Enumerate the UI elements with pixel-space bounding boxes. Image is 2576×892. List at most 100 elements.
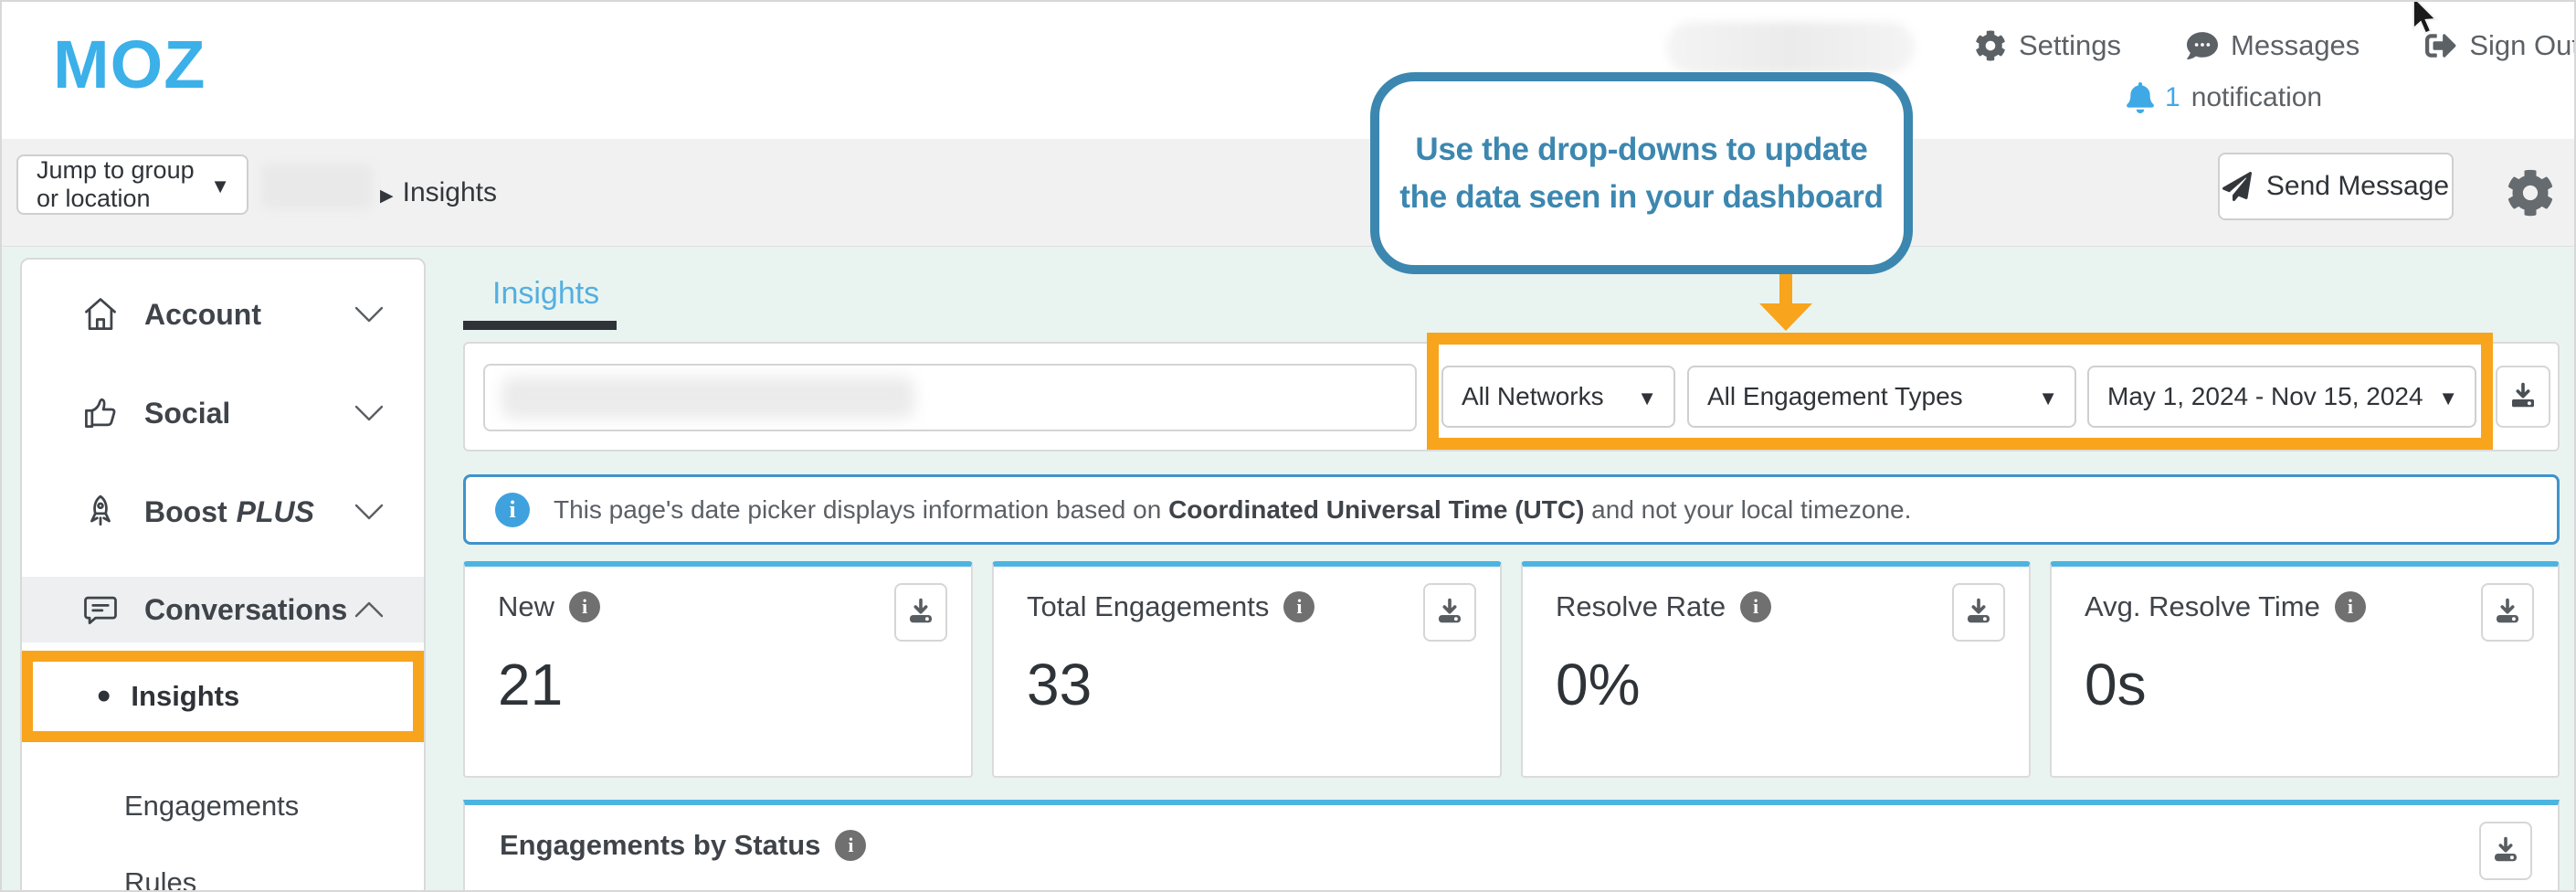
rocket-icon bbox=[80, 492, 121, 532]
send-message-label: Send Message bbox=[2265, 171, 2450, 201]
engagement-types-dropdown[interactable]: All Engagement Types bbox=[1687, 366, 2076, 428]
stat-card-resolve-rate: Resolve Rate i 0% bbox=[1521, 561, 2031, 778]
sidebar-account-label: Account bbox=[144, 297, 261, 331]
card-download-button[interactable] bbox=[2481, 583, 2534, 642]
info-icon[interactable]: i bbox=[835, 830, 867, 861]
caret-down-icon bbox=[210, 171, 230, 199]
sign-out-icon bbox=[2425, 30, 2456, 61]
breadcrumb: Insights bbox=[380, 139, 497, 247]
sidebar-boost-label: Boost PLUS bbox=[144, 494, 314, 528]
notification-label: notification bbox=[2191, 82, 2323, 112]
dashboard-settings-gear-icon[interactable] bbox=[2507, 169, 2554, 217]
chat-bubble-icon bbox=[2187, 30, 2219, 61]
mouse-cursor-icon bbox=[2412, 2, 2439, 36]
info-icon[interactable]: i bbox=[1283, 591, 1315, 622]
export-download-button[interactable] bbox=[2496, 366, 2550, 428]
download-icon bbox=[2495, 836, 2517, 862]
engagement-types-dropdown-value: All Engagement Types bbox=[1707, 382, 1963, 410]
sidebar-subitem-insights-active[interactable]: • Insights bbox=[22, 651, 424, 742]
tab-insights[interactable]: Insights bbox=[492, 276, 600, 311]
tutorial-callout-bubble: Use the drop-downs to update the data se… bbox=[1370, 72, 1913, 274]
download-icon bbox=[910, 598, 932, 623]
bell-icon bbox=[2127, 82, 2154, 113]
sign-out-label: Sign Out bbox=[2469, 29, 2576, 61]
sidebar-social-label: Social bbox=[144, 396, 231, 430]
settings-link[interactable]: Settings bbox=[1975, 29, 2121, 62]
notification-count: 1 bbox=[2165, 82, 2180, 112]
download-icon bbox=[1968, 598, 1990, 623]
breadcrumb-arrow-icon bbox=[380, 177, 394, 208]
info-icon[interactable]: i bbox=[1740, 591, 1772, 622]
sidebar-subitem-engagements[interactable]: Engagements bbox=[22, 777, 424, 835]
messages-label: Messages bbox=[2231, 29, 2360, 61]
sidebar-rules-label: Rules bbox=[124, 866, 197, 892]
filter-panel: All Networks All Engagement Types May 1,… bbox=[463, 342, 2560, 451]
networks-dropdown[interactable]: All Networks bbox=[1441, 366, 1675, 428]
messages-link[interactable]: Messages bbox=[2187, 29, 2360, 62]
stat-card-total-engagements: Total Engagements i 33 bbox=[992, 561, 1502, 778]
callout-text-line2: the data seen in your dashboard bbox=[1399, 178, 1884, 215]
utc-banner-text: This page's date picker displays informa… bbox=[554, 494, 1912, 524]
date-range-dropdown[interactable]: May 1, 2024 - Nov 15, 2024 bbox=[2087, 366, 2476, 428]
utc-info-banner: i This page's date picker displays infor… bbox=[463, 474, 2560, 545]
caret-down-icon bbox=[1637, 382, 1657, 411]
networks-dropdown-value: All Networks bbox=[1462, 382, 1604, 410]
download-icon bbox=[1439, 598, 1461, 623]
card-value: 0s bbox=[2085, 652, 2147, 717]
paper-plane-icon bbox=[2222, 172, 2252, 201]
callout-text-line1: Use the drop-downs to update bbox=[1415, 131, 1868, 167]
callout-arrow-shaft bbox=[1779, 274, 1792, 309]
info-icon[interactable]: i bbox=[2334, 591, 2366, 622]
toolbar: Jump to group or location Insights Send … bbox=[2, 139, 2574, 247]
card-label: Avg. Resolve Time bbox=[2085, 590, 2320, 622]
card-value: 0% bbox=[1556, 652, 1641, 717]
jump-to-group-select[interactable]: Jump to group or location bbox=[16, 154, 248, 215]
date-range-dropdown-value: May 1, 2024 - Nov 15, 2024 bbox=[2107, 382, 2423, 410]
card-value: 21 bbox=[498, 652, 564, 717]
sidebar-subitem-rules[interactable]: Rules bbox=[22, 854, 424, 892]
account-name-redacted bbox=[1666, 22, 1915, 73]
chevron-down-icon bbox=[351, 303, 387, 325]
sidebar-item-boost-plus[interactable]: Boost PLUS bbox=[22, 479, 424, 545]
engagements-by-status-title: Engagements by Status bbox=[500, 829, 821, 861]
notification-link[interactable]: 1 notification bbox=[2127, 82, 2322, 113]
stat-cards-row: New i 21 Total Engagements i 33 Resolve … bbox=[463, 561, 2560, 778]
callout-arrow-down-icon bbox=[1759, 303, 1812, 331]
search-input[interactable] bbox=[483, 364, 1417, 431]
send-message-button[interactable]: Send Message bbox=[2218, 153, 2454, 220]
info-icon: i bbox=[495, 492, 530, 527]
engagements-by-status-panel: Engagements by Status i bbox=[463, 800, 2560, 890]
sidebar: Account Social Boost PLUS bbox=[20, 258, 426, 892]
sidebar-item-social[interactable]: Social bbox=[22, 380, 424, 446]
caret-down-icon bbox=[2038, 382, 2058, 411]
sign-out-link[interactable]: Sign Out bbox=[2425, 29, 2576, 62]
gear-icon bbox=[1975, 30, 2006, 61]
sidebar-item-conversations[interactable]: Conversations bbox=[22, 577, 424, 642]
sidebar-insights-label: Insights bbox=[131, 680, 240, 712]
card-download-button[interactable] bbox=[894, 583, 947, 642]
tab-active-underline bbox=[463, 321, 617, 330]
stat-card-new: New i 21 bbox=[463, 561, 973, 778]
top-header: MOZ Settings Messages Sign Out bbox=[2, 2, 2574, 140]
sidebar-conversations-label: Conversations bbox=[144, 592, 348, 626]
settings-label: Settings bbox=[2019, 29, 2122, 61]
download-icon bbox=[2497, 598, 2518, 623]
card-download-button[interactable] bbox=[1423, 583, 1476, 642]
moz-logo[interactable]: MOZ bbox=[53, 27, 206, 102]
card-download-button[interactable] bbox=[1952, 583, 2005, 642]
sidebar-engagements-label: Engagements bbox=[124, 790, 300, 822]
info-icon[interactable]: i bbox=[569, 591, 601, 622]
card-label: Resolve Rate bbox=[1556, 590, 1726, 622]
sidebar-item-account[interactable]: Account bbox=[22, 281, 424, 347]
stat-card-avg-resolve-time: Avg. Resolve Time i 0s bbox=[2050, 561, 2560, 778]
caret-down-icon bbox=[2438, 382, 2458, 411]
search-value-redacted bbox=[501, 377, 914, 419]
panel-download-button[interactable] bbox=[2479, 822, 2532, 880]
chat-square-icon bbox=[80, 589, 121, 630]
jump-to-group-value: Jump to group or location bbox=[37, 156, 195, 212]
header-links: Settings Messages Sign Out bbox=[1975, 29, 2576, 62]
utc-bold-text: Coordinated Universal Time (UTC) bbox=[1168, 494, 1585, 524]
boost-plus-suffix: PLUS bbox=[236, 494, 314, 528]
thumbs-up-icon bbox=[80, 393, 121, 433]
